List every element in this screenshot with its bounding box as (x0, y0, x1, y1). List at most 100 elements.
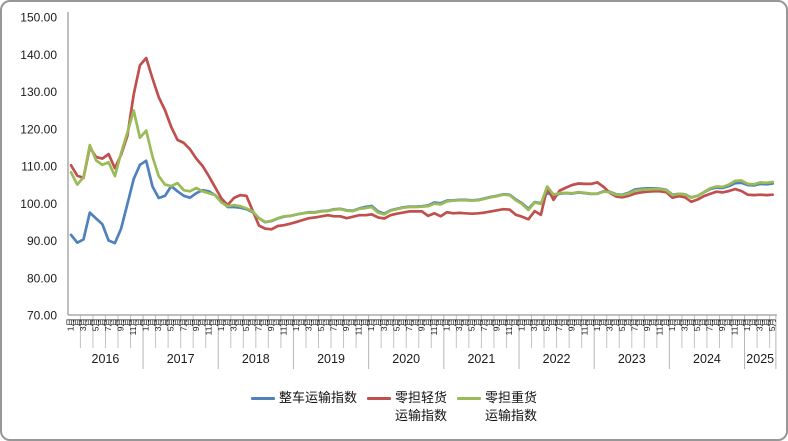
svg-text:月: 月 (172, 318, 182, 327)
svg-text:月: 月 (535, 318, 545, 327)
svg-text:月: 月 (134, 318, 144, 327)
svg-text:2025: 2025 (746, 352, 774, 366)
svg-text:11月: 11月 (279, 318, 289, 335)
series-line (69, 109, 775, 224)
svg-text:月: 月 (272, 318, 282, 327)
svg-text:月: 月 (72, 318, 82, 327)
svg-text:3月: 3月 (529, 318, 539, 331)
svg-text:月: 月 (560, 318, 570, 327)
svg-text:月: 月 (247, 318, 257, 327)
svg-text:月: 月 (373, 318, 383, 327)
svg-text:月: 月 (185, 318, 195, 327)
svg-text:月: 月 (297, 318, 307, 327)
svg-text:110.00: 110.00 (21, 160, 57, 174)
svg-text:150.00: 150.00 (20, 11, 57, 25)
svg-text:1月: 1月 (216, 318, 226, 331)
svg-text:月: 月 (109, 318, 119, 327)
svg-text:11月: 11月 (730, 318, 740, 335)
svg-text:9月: 9月 (116, 318, 126, 331)
svg-text:2022: 2022 (543, 352, 571, 366)
svg-text:1月: 1月 (66, 318, 76, 331)
red-line-sample-icon (366, 397, 391, 401)
svg-text:140.00: 140.00 (20, 48, 57, 62)
svg-text:5月: 5月 (466, 318, 476, 331)
blue-line-sample-icon (250, 397, 275, 401)
svg-text:月: 月 (398, 318, 408, 327)
svg-text:1月: 1月 (366, 318, 376, 331)
series-line (69, 56, 775, 231)
svg-text:5月: 5月 (166, 318, 176, 331)
svg-text:3月: 3月 (228, 318, 238, 331)
svg-text:2020: 2020 (392, 352, 420, 366)
svg-text:5月: 5月 (617, 318, 627, 331)
svg-text:3月: 3月 (604, 318, 614, 331)
svg-text:月: 月 (222, 318, 232, 327)
series-line (69, 159, 775, 245)
svg-text:7月: 7月 (103, 318, 113, 331)
svg-text:5月: 5月 (542, 318, 552, 331)
svg-text:100.00: 100.00 (20, 197, 57, 211)
svg-text:7月: 7月 (253, 318, 263, 331)
svg-text:120.00: 120.00 (20, 122, 57, 136)
svg-text:130.00: 130.00 (20, 85, 57, 99)
svg-text:7月: 7月 (479, 318, 489, 331)
svg-text:11月: 11月 (504, 318, 514, 335)
green-line-sample-icon (457, 397, 481, 401)
svg-text:月: 月 (335, 318, 345, 327)
svg-text:月: 月 (122, 318, 132, 327)
svg-text:11月: 11月 (354, 318, 364, 335)
svg-text:5月: 5月 (316, 318, 326, 331)
svg-text:3月: 3月 (304, 318, 314, 331)
svg-text:9月: 9月 (341, 318, 351, 331)
svg-text:3月: 3月 (454, 318, 464, 331)
svg-text:月: 月 (448, 318, 458, 327)
svg-text:月: 月 (498, 318, 508, 327)
svg-text:月: 月 (435, 318, 445, 327)
svg-text:月: 月 (661, 318, 671, 327)
svg-text:2019: 2019 (317, 352, 345, 366)
svg-text:月: 月 (548, 318, 558, 327)
svg-text:月: 月 (485, 318, 495, 327)
svg-text:11月: 11月 (579, 318, 589, 335)
svg-text:月: 月 (285, 318, 295, 327)
svg-text:5月: 5月 (241, 318, 251, 331)
svg-text:月: 月 (197, 318, 207, 327)
svg-text:3月: 3月 (153, 318, 163, 331)
svg-text:7月: 7月 (705, 318, 715, 331)
x-year-labels: 2016 2017 2018 2019 2020 2021 2022 2023 2024 2025 (92, 352, 775, 366)
svg-text:3月: 3月 (755, 318, 765, 331)
svg-text:月: 月 (385, 318, 395, 327)
svg-text:1月: 1月 (517, 318, 527, 331)
svg-text:2024: 2024 (693, 352, 721, 366)
svg-text:1月: 1月 (291, 318, 301, 331)
svg-text:月: 月 (473, 318, 483, 327)
svg-text:月: 月 (623, 318, 633, 327)
svg-text:5月: 5月 (767, 318, 777, 331)
legend-label: 零担重货 运输指数 (485, 390, 538, 423)
svg-text:7月: 7月 (404, 318, 414, 331)
svg-text:2023: 2023 (618, 352, 646, 366)
svg-text:月: 月 (736, 318, 746, 327)
svg-text:2017: 2017 (167, 352, 195, 366)
svg-text:月: 月 (761, 318, 771, 327)
legend-label: 零担轻货 运输指数 (394, 390, 447, 423)
svg-text:70.00: 70.00 (27, 309, 57, 323)
svg-text:月: 月 (510, 318, 520, 327)
svg-text:月: 月 (523, 318, 533, 327)
svg-text:月: 月 (235, 318, 245, 327)
svg-text:月: 月 (636, 318, 646, 327)
svg-text:9月: 9月 (567, 318, 577, 331)
svg-text:月: 月 (322, 318, 332, 327)
svg-text:月: 月 (360, 318, 370, 327)
legend-item-ltl-light: 零担轻货 运输指数 (366, 389, 447, 424)
svg-text:月: 月 (159, 318, 169, 327)
svg-text:1月: 1月 (667, 318, 677, 331)
svg-text:月: 月 (598, 318, 608, 327)
svg-text:月: 月 (410, 318, 420, 327)
x-tick-lines (79, 315, 777, 369)
svg-text:5月: 5月 (91, 318, 101, 331)
svg-text:1月: 1月 (742, 318, 752, 331)
legend-item-truckload: 整车运输指数 (250, 389, 357, 407)
svg-text:3月: 3月 (680, 318, 690, 331)
